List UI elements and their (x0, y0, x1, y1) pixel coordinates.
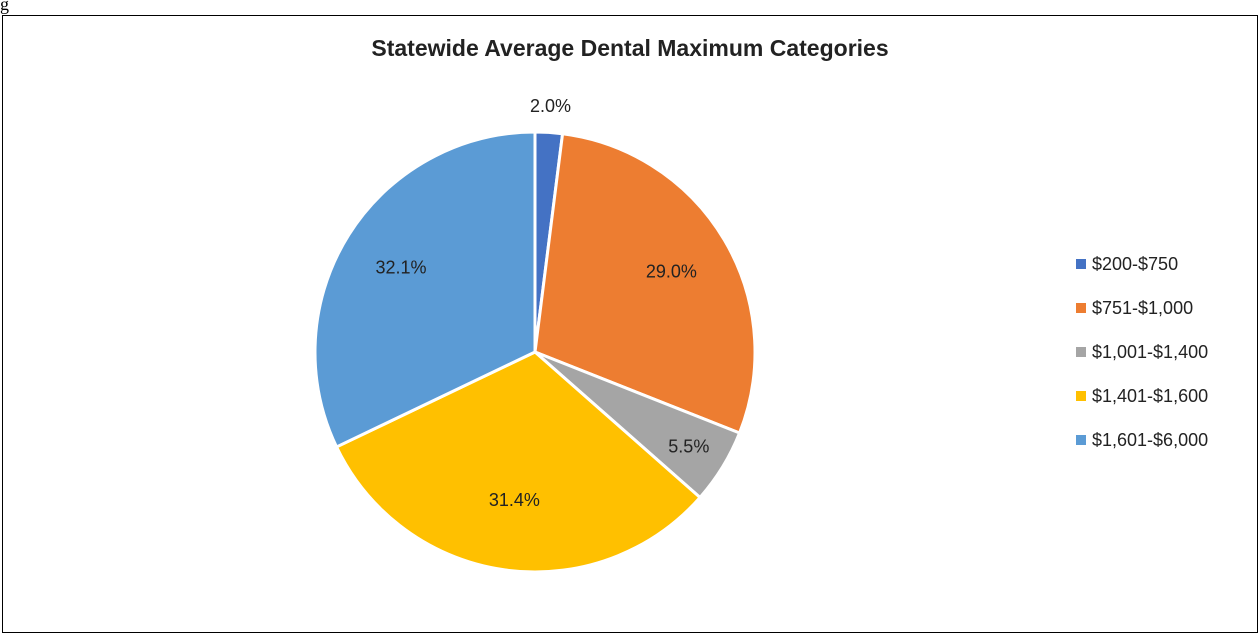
data-label-1: 2.0% (530, 96, 571, 116)
data-label-3: 5.5% (668, 436, 709, 456)
data-label-4: 31.4% (489, 490, 540, 510)
legend-label-1: $200-$750 (1092, 254, 1178, 274)
data-label-2: 29.0% (646, 261, 697, 281)
data-label-5: 32.1% (375, 258, 426, 278)
legend-swatch-2 (1076, 303, 1086, 313)
legend-label-3: $1,001-$1,400 (1092, 342, 1208, 362)
pie-slice-4 (335, 350, 702, 574)
legend-label-4: $1,401-$1,600 (1092, 386, 1208, 406)
legend-swatch-5 (1076, 435, 1086, 445)
legend-swatch-1 (1076, 259, 1086, 269)
clipped-heading-fragment: g (0, 0, 9, 14)
pie-slice-5 (313, 130, 537, 449)
pie-slices (313, 130, 757, 574)
legend-label-5: $1,601-$6,000 (1092, 430, 1208, 450)
legend: $200-$750 $751-$1,000 $1,001-$1,400 $1,401-… (1076, 254, 1208, 450)
legend-swatch-3 (1076, 347, 1086, 357)
legend-swatch-4 (1076, 391, 1086, 401)
pie-slice-2 (533, 132, 757, 435)
chart-title: Statewide Average Dental Maximum Categor… (371, 35, 888, 61)
legend-label-2: $751-$1,000 (1092, 298, 1193, 318)
pie-data-labels: 2.0% 29.0% 5.5% 31.4% 32.1% (375, 96, 709, 510)
